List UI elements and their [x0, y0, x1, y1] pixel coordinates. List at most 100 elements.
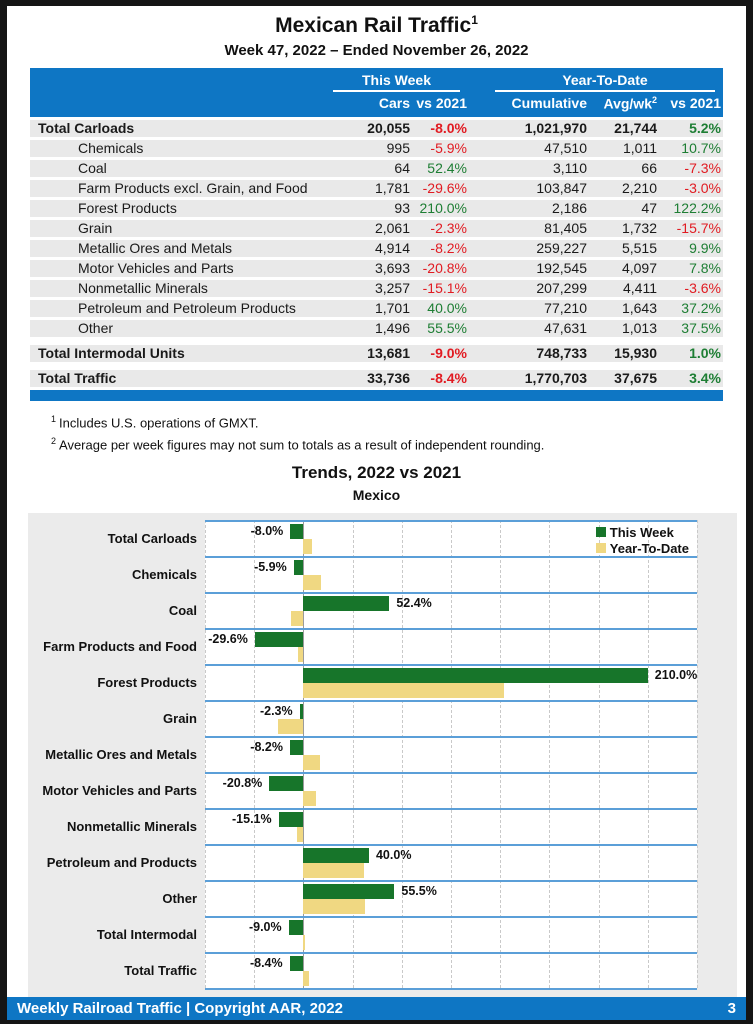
chart-category-label: Forest Products	[97, 674, 197, 690]
year-to-date-bar	[303, 539, 312, 555]
avg-week-label: Avg/wk	[603, 95, 652, 112]
vs2021-ytd-value: 122.2%	[673, 199, 721, 216]
chart-area: Total Carloads Chemicals Coal Farm Products…	[28, 520, 737, 991]
footer-text: Weekly Railroad Traffic | Copyright AAR,…	[17, 1000, 343, 1017]
footnote-2-marker: 2	[51, 435, 57, 446]
avg-week-value: 4,097	[621, 259, 657, 276]
footnotes: 1 Includes U.S. operations of GMXT. 2 Aver…	[51, 410, 746, 455]
year-to-date-bar	[303, 755, 320, 771]
vs2021-ytd-column-header: vs 2021	[670, 95, 721, 111]
gridline	[205, 520, 206, 989]
group-header-year-to-date: Year-To-Date	[469, 72, 723, 92]
chart-category-labels: Total Carloads Chemicals Coal Farm Products…	[28, 520, 205, 990]
gridline	[647, 520, 649, 989]
cumulative-value: 259,227	[536, 239, 587, 256]
footnote-2: 2 Average per week figures may not sum to…	[51, 432, 746, 454]
chart-row: -29.6%	[205, 628, 697, 664]
report-page: Mexican Rail Traffic1 Week 47, 2022 – En…	[7, 6, 746, 1020]
row-label: Total Intermodal Units	[38, 344, 185, 361]
bar-value-label: -8.0%	[250, 524, 284, 539]
bar-value-label: -8.2%	[250, 740, 283, 755]
avg-week-footnote-marker: 2	[651, 95, 657, 105]
cars-value: 13,681	[367, 344, 410, 361]
gridline	[401, 520, 403, 989]
cars-value: 1,496	[374, 319, 410, 336]
cars-value: 2,061	[374, 219, 410, 236]
chart-category-label: Farm Products and Food	[43, 638, 197, 654]
this-week-bar	[293, 560, 304, 576]
chart-row: 52.4%	[205, 592, 697, 628]
chart-row: 55.5%	[205, 880, 697, 916]
legend-swatch	[595, 543, 606, 554]
gridline	[697, 520, 698, 989]
cars-value: 64	[394, 159, 410, 176]
table-row: Coal 64 52.4% 3,110 66 -7.3%	[30, 159, 723, 177]
legend-entry: Year-To-Date	[595, 540, 689, 556]
vs2021-ytd-value: -15.7%	[676, 219, 721, 236]
table-row: Nonmetallic Minerals 3,257 -15.1% 207,299 4,…	[30, 279, 723, 297]
this-week-bar	[299, 704, 304, 720]
vs2021-ytd-value: 7.8%	[689, 259, 721, 276]
footnote-1-marker: 1	[51, 413, 57, 424]
chart-row: -20.8%	[205, 772, 697, 808]
chart-category-label: Total Traffic	[124, 962, 197, 978]
bar-value-label: -29.6%	[208, 632, 248, 647]
vs2021-week-value: -8.2%	[430, 239, 467, 256]
chart-row: -15.1%	[205, 808, 697, 844]
vs2021-week-value: -5.9%	[430, 139, 467, 156]
footnote-1: 1 Includes U.S. operations of GMXT.	[51, 410, 746, 432]
ytd-header-label: Year-To-Date	[495, 72, 715, 92]
page-subtitle: Week 47, 2022 – Ended November 26, 2022	[224, 42, 529, 59]
vs2021-week-value: 52.4%	[427, 159, 467, 176]
chart-category-label: Metallic Ores and Metals	[45, 746, 197, 762]
legend-label: This Week	[609, 524, 674, 540]
chart-row: 210.0%	[205, 664, 697, 700]
vs2021-week-value: -2.3%	[430, 219, 467, 236]
bar-value-label: 210.0%	[654, 668, 698, 683]
year-to-date-bar	[297, 827, 304, 843]
avg-week-value: 4,411	[623, 279, 657, 296]
avg-week-value: 66	[641, 159, 657, 176]
zero-line	[303, 520, 305, 989]
table-header: This Week Year-To-Date Cars vs 2021 Cumu…	[30, 68, 723, 117]
year-to-date-bar	[303, 791, 317, 807]
chart-plot: This Week Year-To-Date -8.0% -5.9% 52.4% -29…	[205, 520, 698, 991]
row-label: Metallic Ores and Metals	[78, 239, 233, 256]
table-row: Petroleum and Petroleum Products 1,701 40.…	[30, 299, 723, 317]
chart-category-label: Coal	[168, 602, 197, 618]
this-week-bar	[303, 848, 369, 864]
table-row: Forest Products 93 210.0% 2,186 47 122.2%	[30, 199, 723, 217]
avg-week-value: 2,210	[621, 179, 657, 196]
page-title: Mexican Rail Traffic1	[7, 13, 746, 38]
cumulative-value: 192,545	[536, 259, 587, 276]
traffic-table: This Week Year-To-Date Cars vs 2021 Cumu…	[30, 68, 723, 387]
row-label: Petroleum and Petroleum Products	[78, 299, 296, 316]
vs2021-week-value: -9.0%	[430, 344, 467, 361]
row-label: Motor Vehicles and Parts	[78, 259, 234, 276]
vs2021-week-value: 210.0%	[419, 199, 467, 216]
vs2021-week-value: -8.0%	[430, 119, 467, 136]
vs2021-week-value: -29.6%	[422, 179, 467, 196]
trends-chart: Total Carloads Chemicals Coal Farm Products…	[28, 513, 737, 1019]
table-bottom-divider	[30, 389, 723, 401]
chart-row: -8.0%	[205, 520, 697, 556]
cars-value: 3,693	[374, 259, 410, 276]
bar-value-label: -15.1%	[232, 812, 272, 827]
cars-value: 3,257	[374, 279, 410, 296]
cumulative-value: 2,186	[551, 199, 587, 216]
cars-value: 93	[394, 199, 410, 216]
title-footnote-marker: 1	[471, 13, 478, 27]
avg-week-value: 5,515	[621, 239, 657, 256]
year-to-date-bar	[303, 683, 504, 699]
chart-title: Trends, 2022 vs 2021	[291, 463, 462, 483]
vs2021-week-column-header: vs 2021	[416, 95, 467, 111]
vs2021-week-value: 55.5%	[427, 319, 467, 336]
cumulative-value: 207,299	[536, 279, 587, 296]
this-week-header-label: This Week	[333, 72, 460, 92]
bar-value-label: -8.4%	[249, 956, 283, 971]
row-label: Other	[78, 319, 114, 336]
this-week-bar	[269, 776, 304, 792]
vs2021-ytd-value: 5.2%	[689, 119, 721, 136]
cumulative-value: 47,631	[544, 319, 587, 336]
legend-entry: This Week	[595, 524, 689, 540]
